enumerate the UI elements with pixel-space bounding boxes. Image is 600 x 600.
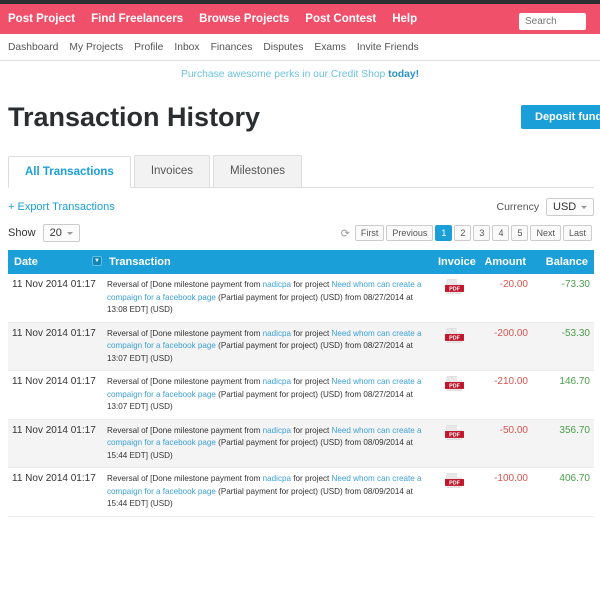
svg-text:PDF: PDF <box>449 481 461 487</box>
svg-text:PDF: PDF <box>449 432 461 438</box>
svg-text:PDF: PDF <box>449 335 461 341</box>
svg-text:PDF: PDF <box>449 286 461 292</box>
svg-text:PDF: PDF <box>449 384 461 390</box>
